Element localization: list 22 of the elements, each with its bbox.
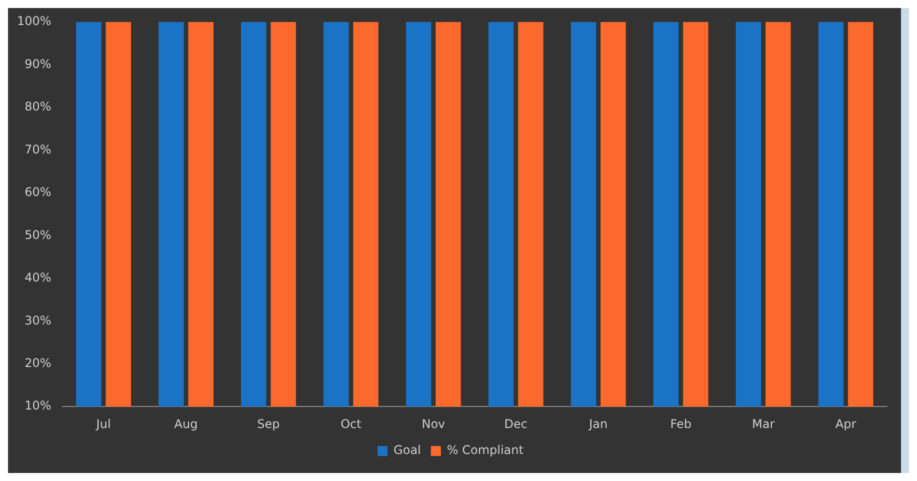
legend-label: Goal	[394, 443, 421, 458]
y-tick-label: 50%	[24, 228, 52, 242]
x-tick-label: Sep	[257, 416, 280, 431]
x-tick-label: Nov	[422, 416, 446, 431]
x-tick-label: Jan	[588, 416, 608, 431]
y-tick-label: 10%	[24, 398, 52, 413]
y-tick-label: 100%	[16, 14, 52, 28]
y-tick-label: 40%	[24, 270, 52, 285]
legend-label: % Compliant	[446, 443, 524, 458]
x-tick-label: Apr	[835, 416, 856, 431]
x-tick-label: Dec	[504, 416, 528, 431]
y-tick-label: 60%	[24, 185, 52, 200]
x-tick-label: Jul	[95, 416, 111, 431]
y-tick-label: 70%	[24, 142, 52, 156]
y-tick-label: 90%	[24, 56, 52, 71]
x-tick-label: Oct	[340, 416, 362, 431]
y-tick-label: 20%	[24, 356, 52, 370]
y-tick-label: 80%	[24, 100, 52, 114]
x-tick-label: Aug	[174, 416, 198, 431]
x-tick-label: Feb	[670, 416, 692, 431]
y-tick-label: 30%	[24, 313, 52, 328]
x-tick-label: Mar	[752, 416, 775, 431]
